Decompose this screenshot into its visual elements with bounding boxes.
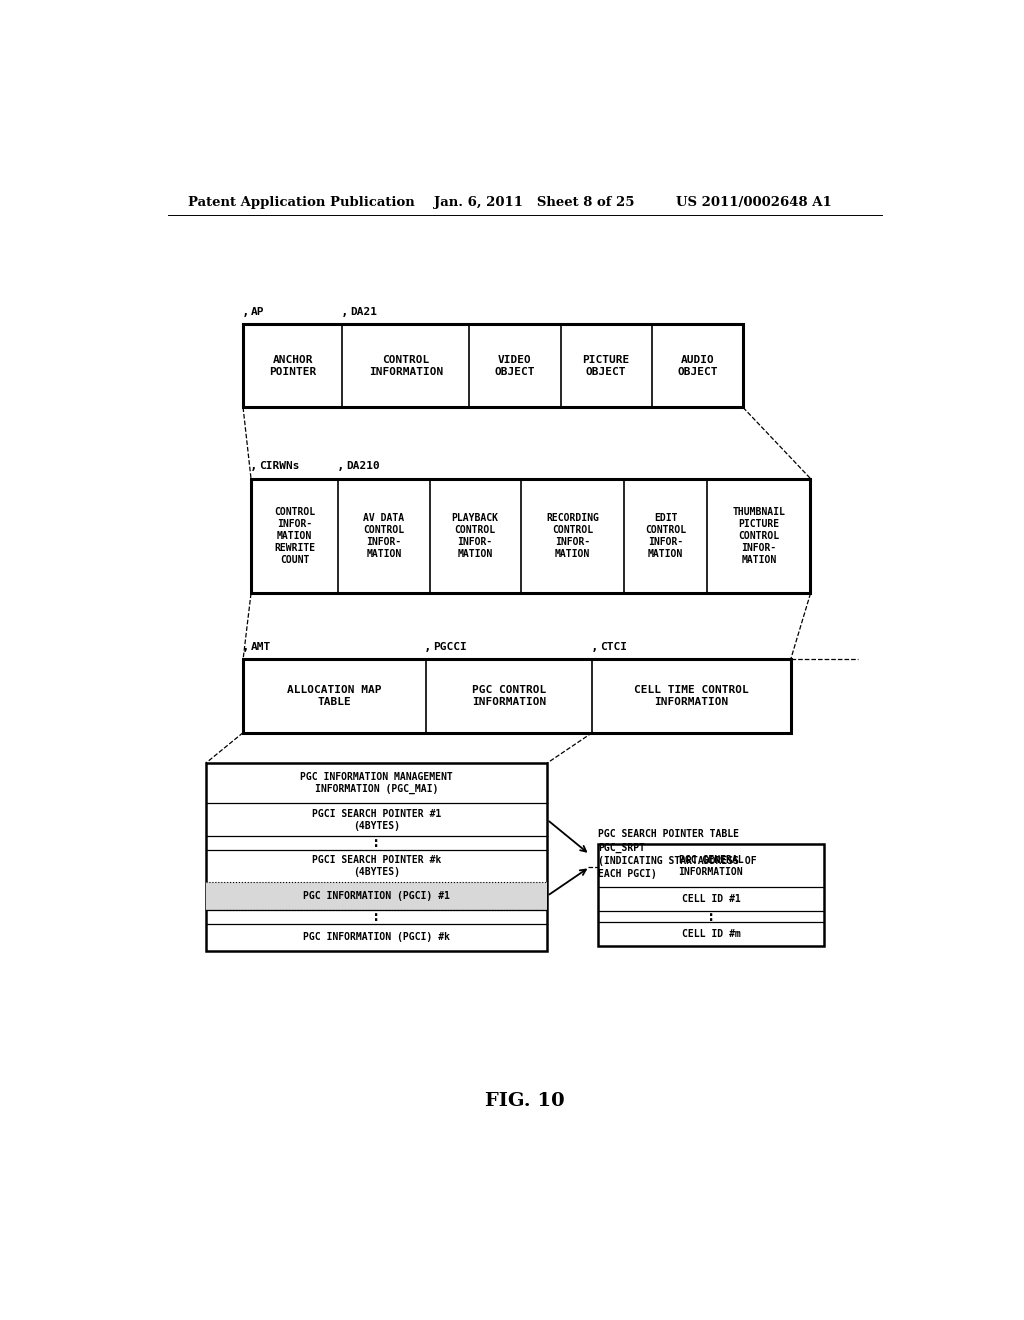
- Text: DA210: DA210: [346, 462, 380, 471]
- Text: :: :: [707, 909, 715, 924]
- Text: RECORDING
CONTROL
INFOR-
MATION: RECORDING CONTROL INFOR- MATION: [546, 513, 599, 558]
- Text: CELL ID #1: CELL ID #1: [682, 894, 740, 904]
- Text: CTCI: CTCI: [600, 643, 627, 652]
- Bar: [598, 845, 824, 946]
- Text: FIG. 10: FIG. 10: [485, 1092, 564, 1110]
- Text: THUMBNAIL
PICTURE
CONTROL
INFOR-
MATION: THUMBNAIL PICTURE CONTROL INFOR- MATION: [732, 507, 785, 565]
- Bar: [206, 763, 547, 952]
- Bar: [243, 325, 743, 408]
- Text: PGCCI: PGCCI: [433, 643, 467, 652]
- Bar: [243, 660, 791, 733]
- Text: Patent Application Publication: Patent Application Publication: [187, 195, 415, 209]
- Text: US 2011/0002648 A1: US 2011/0002648 A1: [676, 195, 831, 209]
- Text: AV DATA
CONTROL
INFOR-
MATION: AV DATA CONTROL INFOR- MATION: [364, 513, 404, 558]
- Text: CELL TIME CONTROL
INFORMATION: CELL TIME CONTROL INFORMATION: [634, 685, 749, 708]
- Text: ,: ,: [424, 640, 431, 653]
- Text: PGC INFORMATION MANAGEMENT
INFORMATION (PGC_MAI): PGC INFORMATION MANAGEMENT INFORMATION (…: [300, 772, 453, 795]
- Text: ,: ,: [242, 305, 249, 318]
- Text: ANCHOR
POINTER: ANCHOR POINTER: [269, 355, 316, 376]
- Bar: [251, 479, 811, 594]
- Text: PLAYBACK
CONTROL
INFOR-
MATION: PLAYBACK CONTROL INFOR- MATION: [452, 513, 499, 558]
- Text: PICTURE
OBJECT: PICTURE OBJECT: [583, 355, 630, 376]
- Text: PGC CONTROL
INFORMATION: PGC CONTROL INFORMATION: [472, 685, 546, 708]
- Text: DA21: DA21: [350, 308, 377, 317]
- Text: :: :: [372, 909, 381, 924]
- Text: PGC GENERAL
INFORMATION: PGC GENERAL INFORMATION: [679, 855, 743, 876]
- Text: ALLOCATION MAP
TABLE: ALLOCATION MAP TABLE: [287, 685, 382, 708]
- Text: ,: ,: [250, 459, 257, 473]
- Text: PGC SEARCH POINTER TABLE
PGC_SRPT
(INDICATING STARTADDRESS OF
EACH PGCI): PGC SEARCH POINTER TABLE PGC_SRPT (INDIC…: [598, 829, 757, 879]
- Text: PGCI SEARCH POINTER #1
(4BYTES): PGCI SEARCH POINTER #1 (4BYTES): [311, 809, 441, 830]
- Text: PGC INFORMATION (PGCI) #k: PGC INFORMATION (PGCI) #k: [303, 932, 450, 942]
- Text: Jan. 6, 2011   Sheet 8 of 25: Jan. 6, 2011 Sheet 8 of 25: [433, 195, 634, 209]
- Text: :: :: [372, 836, 381, 850]
- Text: ,: ,: [337, 459, 344, 473]
- Text: PGC INFORMATION (PGCI) #1: PGC INFORMATION (PGCI) #1: [303, 891, 450, 902]
- Text: PGCI SEARCH POINTER #k
(4BYTES): PGCI SEARCH POINTER #k (4BYTES): [311, 855, 441, 876]
- Text: CIRWNs: CIRWNs: [259, 462, 299, 471]
- Text: CONTROL
INFOR-
MATION
REWRITE
COUNT: CONTROL INFOR- MATION REWRITE COUNT: [274, 507, 315, 565]
- Text: ,: ,: [242, 640, 249, 653]
- Text: ,: ,: [341, 305, 348, 318]
- Text: CELL ID #m: CELL ID #m: [682, 929, 740, 940]
- Text: AMT: AMT: [251, 643, 271, 652]
- Text: EDIT
CONTROL
INFOR-
MATION: EDIT CONTROL INFOR- MATION: [645, 513, 686, 558]
- Text: VIDEO
OBJECT: VIDEO OBJECT: [495, 355, 536, 376]
- Text: AUDIO
OBJECT: AUDIO OBJECT: [677, 355, 718, 376]
- Text: ,: ,: [591, 640, 598, 653]
- Text: AP: AP: [251, 308, 264, 317]
- Bar: [206, 882, 547, 909]
- Text: CONTROL
INFORMATION: CONTROL INFORMATION: [369, 355, 443, 376]
